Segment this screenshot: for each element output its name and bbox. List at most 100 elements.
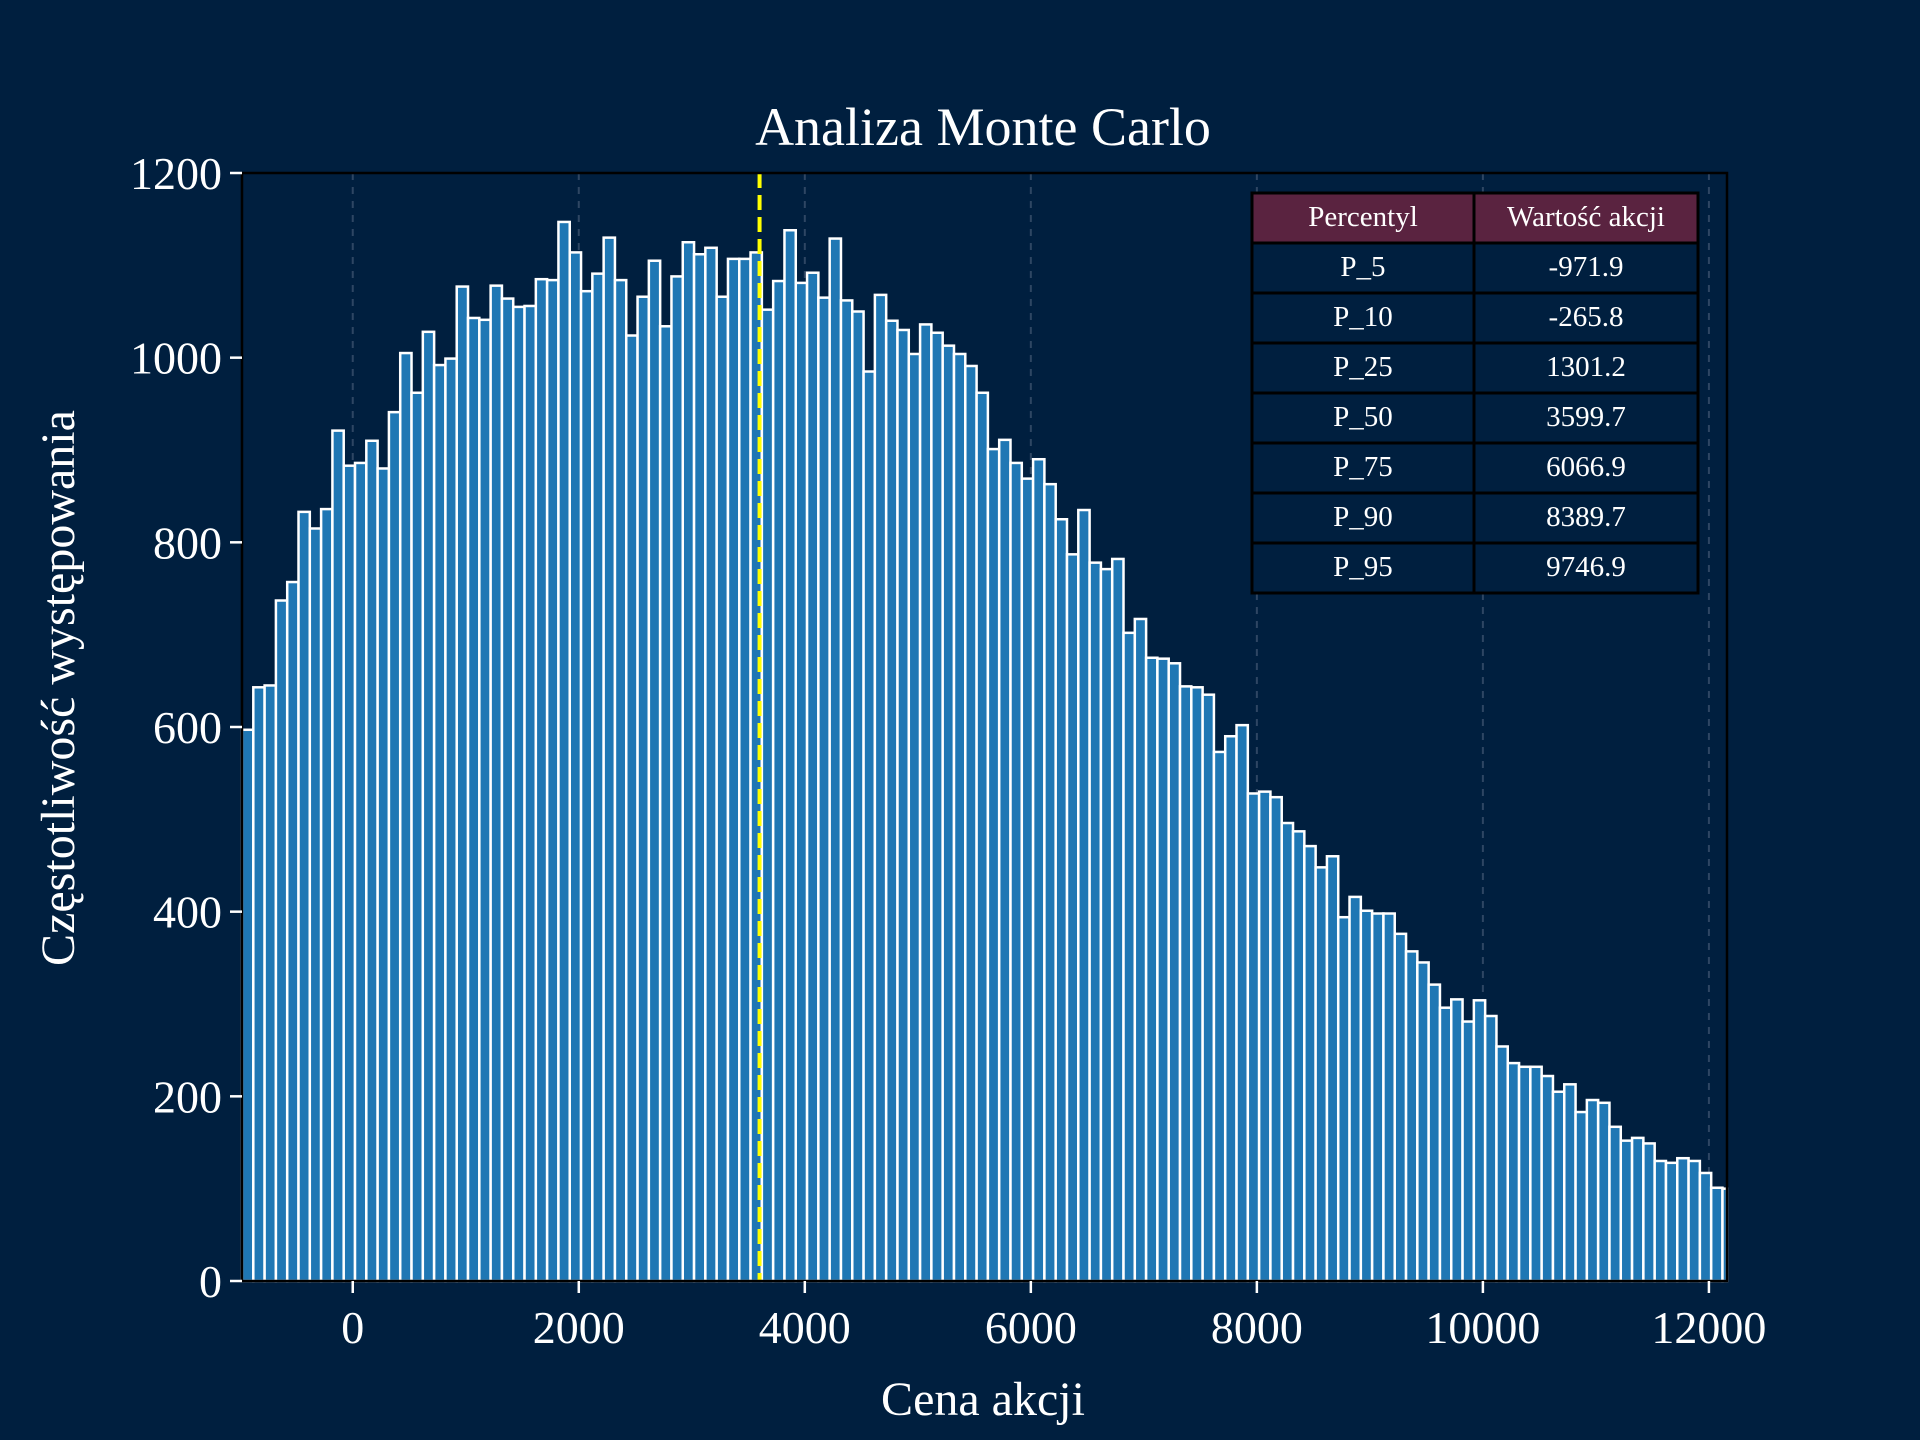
histogram-bar	[557, 220, 571, 1283]
histogram-bar	[500, 297, 515, 1283]
histogram-bar	[1506, 1061, 1521, 1283]
histogram-bar	[319, 507, 334, 1283]
histogram-bar	[1709, 1186, 1724, 1283]
table-cell-text: P_5	[1340, 251, 1385, 283]
histogram-bar	[410, 391, 425, 1283]
histogram-bar	[240, 728, 255, 1283]
histogram-bar	[1529, 1065, 1543, 1283]
table-header-text: Wartość akcji	[1507, 201, 1665, 233]
histogram-bar	[918, 323, 933, 1283]
histogram-bar	[511, 305, 526, 1283]
y-tick-label: 200	[153, 1071, 222, 1122]
histogram-bar	[466, 316, 481, 1283]
histogram-bar	[1676, 1156, 1690, 1283]
histogram-bar	[670, 275, 685, 1283]
x-tick-label: 6000	[985, 1302, 1077, 1353]
table-cell-text: 8389.7	[1546, 501, 1626, 533]
table-cell	[1250, 291, 1476, 345]
histogram-bar	[839, 299, 854, 1283]
histogram-bar	[1110, 557, 1125, 1283]
histogram-bar	[591, 272, 605, 1283]
histogram-bar	[964, 364, 978, 1283]
histogram-bar	[1698, 1171, 1713, 1283]
y-tick-label: 400	[153, 887, 222, 938]
histogram-bar	[1122, 631, 1137, 1283]
histogram-bar	[1325, 855, 1340, 1283]
histogram-bar	[1201, 693, 1216, 1283]
histogram-bar	[432, 363, 447, 1283]
histogram-bar	[636, 295, 651, 1283]
histogram-bar	[1336, 915, 1351, 1283]
histogram-bar	[1393, 932, 1408, 1283]
histogram-bar	[376, 467, 391, 1283]
histogram-bar	[421, 330, 436, 1283]
histogram-bar	[1438, 1006, 1453, 1283]
histogram-bar	[1608, 1125, 1623, 1283]
histogram-bar	[1449, 998, 1464, 1283]
histogram-bar	[365, 439, 379, 1283]
histogram-bar	[1382, 912, 1396, 1283]
histogram-bar	[624, 334, 639, 1283]
histogram-bar	[534, 277, 549, 1283]
histogram-bar	[285, 580, 300, 1283]
histogram-bar	[715, 295, 730, 1283]
table-cell-text: P_75	[1333, 451, 1393, 483]
histogram-bar	[602, 236, 617, 1283]
table-cell	[1472, 491, 1700, 545]
x-tick-label: 2000	[533, 1302, 625, 1353]
histogram-bar	[1664, 1161, 1679, 1283]
histogram-bar	[342, 464, 357, 1283]
histogram-bar	[1551, 1090, 1566, 1283]
histogram-bar	[975, 391, 990, 1283]
table-cell	[1472, 391, 1700, 445]
histogram-bar	[1133, 617, 1148, 1283]
histogram-bar	[805, 271, 820, 1283]
histogram-bar	[817, 296, 831, 1283]
histogram-bar	[658, 325, 673, 1283]
table-cell-text: P_95	[1333, 551, 1393, 583]
histogram-bar	[760, 308, 775, 1283]
table-cell	[1250, 341, 1476, 395]
histogram-bar	[1416, 961, 1430, 1283]
histogram-bar	[1190, 686, 1204, 1283]
table-header-cell	[1472, 191, 1700, 245]
table-cell	[1250, 541, 1476, 595]
histogram-bar	[568, 251, 583, 1283]
histogram-bar	[783, 228, 798, 1283]
histogram-bar	[907, 352, 922, 1283]
histogram-bar	[398, 351, 413, 1283]
histogram-bar	[308, 527, 323, 1283]
histogram-bar	[1144, 656, 1159, 1283]
table-header-text: Percentyl	[1308, 201, 1418, 233]
table-cell-text: P_25	[1333, 351, 1393, 383]
histogram-bar	[274, 599, 289, 1283]
histogram-bar	[681, 241, 696, 1283]
table-cell-text: 3599.7	[1546, 401, 1626, 433]
histogram-bar	[1427, 983, 1442, 1283]
table-cell-text: 6066.9	[1546, 451, 1626, 483]
histogram-bar	[455, 285, 470, 1283]
y-tick-label: 800	[153, 517, 222, 568]
histogram-bar	[331, 429, 345, 1283]
histogram-bar	[1563, 1083, 1577, 1283]
histogram-bar	[1370, 912, 1385, 1283]
histogram-bar	[1630, 1136, 1645, 1283]
percentile-table: Percentyl Wartość akcji P_5 -971.9 P_10 -265.…	[1250, 191, 1700, 595]
histogram-bar	[1088, 561, 1103, 1283]
histogram-bar	[263, 684, 278, 1283]
table-cell	[1250, 241, 1476, 295]
histogram-bar	[794, 281, 809, 1283]
histogram-bar	[1687, 1159, 1702, 1283]
table-cell	[1472, 541, 1700, 595]
table-cell-text: P_10	[1333, 301, 1393, 333]
histogram-bar	[1099, 567, 1114, 1283]
histogram-bar	[704, 246, 718, 1283]
histogram-bar	[692, 253, 707, 1283]
histogram-bar	[1348, 895, 1363, 1283]
histogram-bar	[986, 447, 1001, 1283]
histogram-bar	[1280, 821, 1295, 1283]
histogram-bar	[1596, 1101, 1611, 1283]
chart-title: Analiza Monte Carlo	[755, 97, 1211, 157]
histogram-bar	[1619, 1139, 1634, 1283]
